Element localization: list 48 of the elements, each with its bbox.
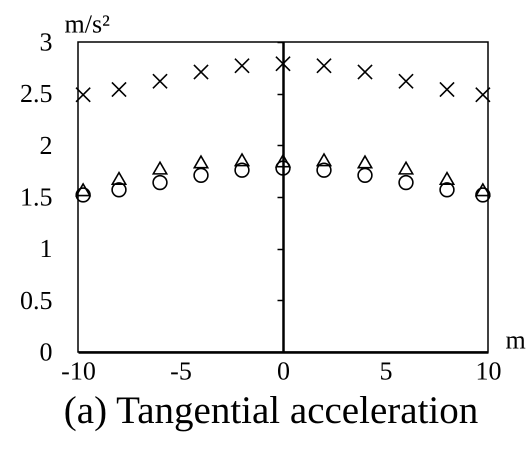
point: [398, 161, 414, 175]
point: [111, 82, 127, 98]
point: [357, 168, 373, 183]
point: [152, 73, 168, 90]
point: [316, 58, 332, 74]
point: [275, 160, 291, 176]
y-tick-label: 1.5: [20, 182, 52, 212]
point: [439, 182, 455, 198]
point: [475, 187, 491, 203]
point: [439, 172, 455, 186]
point: [275, 56, 291, 72]
x-tick-label: 5: [380, 356, 392, 386]
point: [398, 73, 414, 90]
point: [111, 172, 127, 186]
y-tick-label: 2.5: [20, 79, 52, 108]
point: [193, 64, 209, 80]
point: [475, 86, 491, 103]
y-tick-label: 1: [40, 234, 52, 264]
point: [75, 187, 91, 203]
x-tick-label: -5: [170, 356, 192, 386]
point: [111, 182, 127, 198]
y-axis-title: m/s²: [64, 10, 110, 38]
point: [152, 161, 168, 175]
y-tick-label: 2: [40, 130, 52, 160]
x-tick-label: 0: [277, 356, 290, 386]
text: (a) Tangential acceleration: [64, 389, 478, 432]
point: [234, 153, 250, 166]
point: [475, 183, 490, 196]
point: [234, 162, 250, 178]
point: [76, 183, 91, 196]
point: [275, 154, 291, 168]
x-tick-label: 10: [476, 356, 502, 386]
y-tick-label: 3: [40, 28, 52, 56]
point: [316, 162, 332, 178]
y-tick-label: 0.5: [20, 286, 52, 315]
point: [316, 153, 332, 166]
point: [398, 174, 414, 190]
point: [234, 58, 250, 74]
x-tick-label: -10: [61, 356, 96, 386]
point: [357, 64, 373, 80]
point: [439, 82, 455, 98]
point: [75, 86, 91, 103]
point: [152, 174, 168, 190]
x-axis-title: m: [506, 326, 526, 354]
point: [193, 155, 209, 168]
point: [193, 168, 209, 183]
y-tick-label: 0: [40, 338, 52, 366]
point: [357, 155, 373, 168]
